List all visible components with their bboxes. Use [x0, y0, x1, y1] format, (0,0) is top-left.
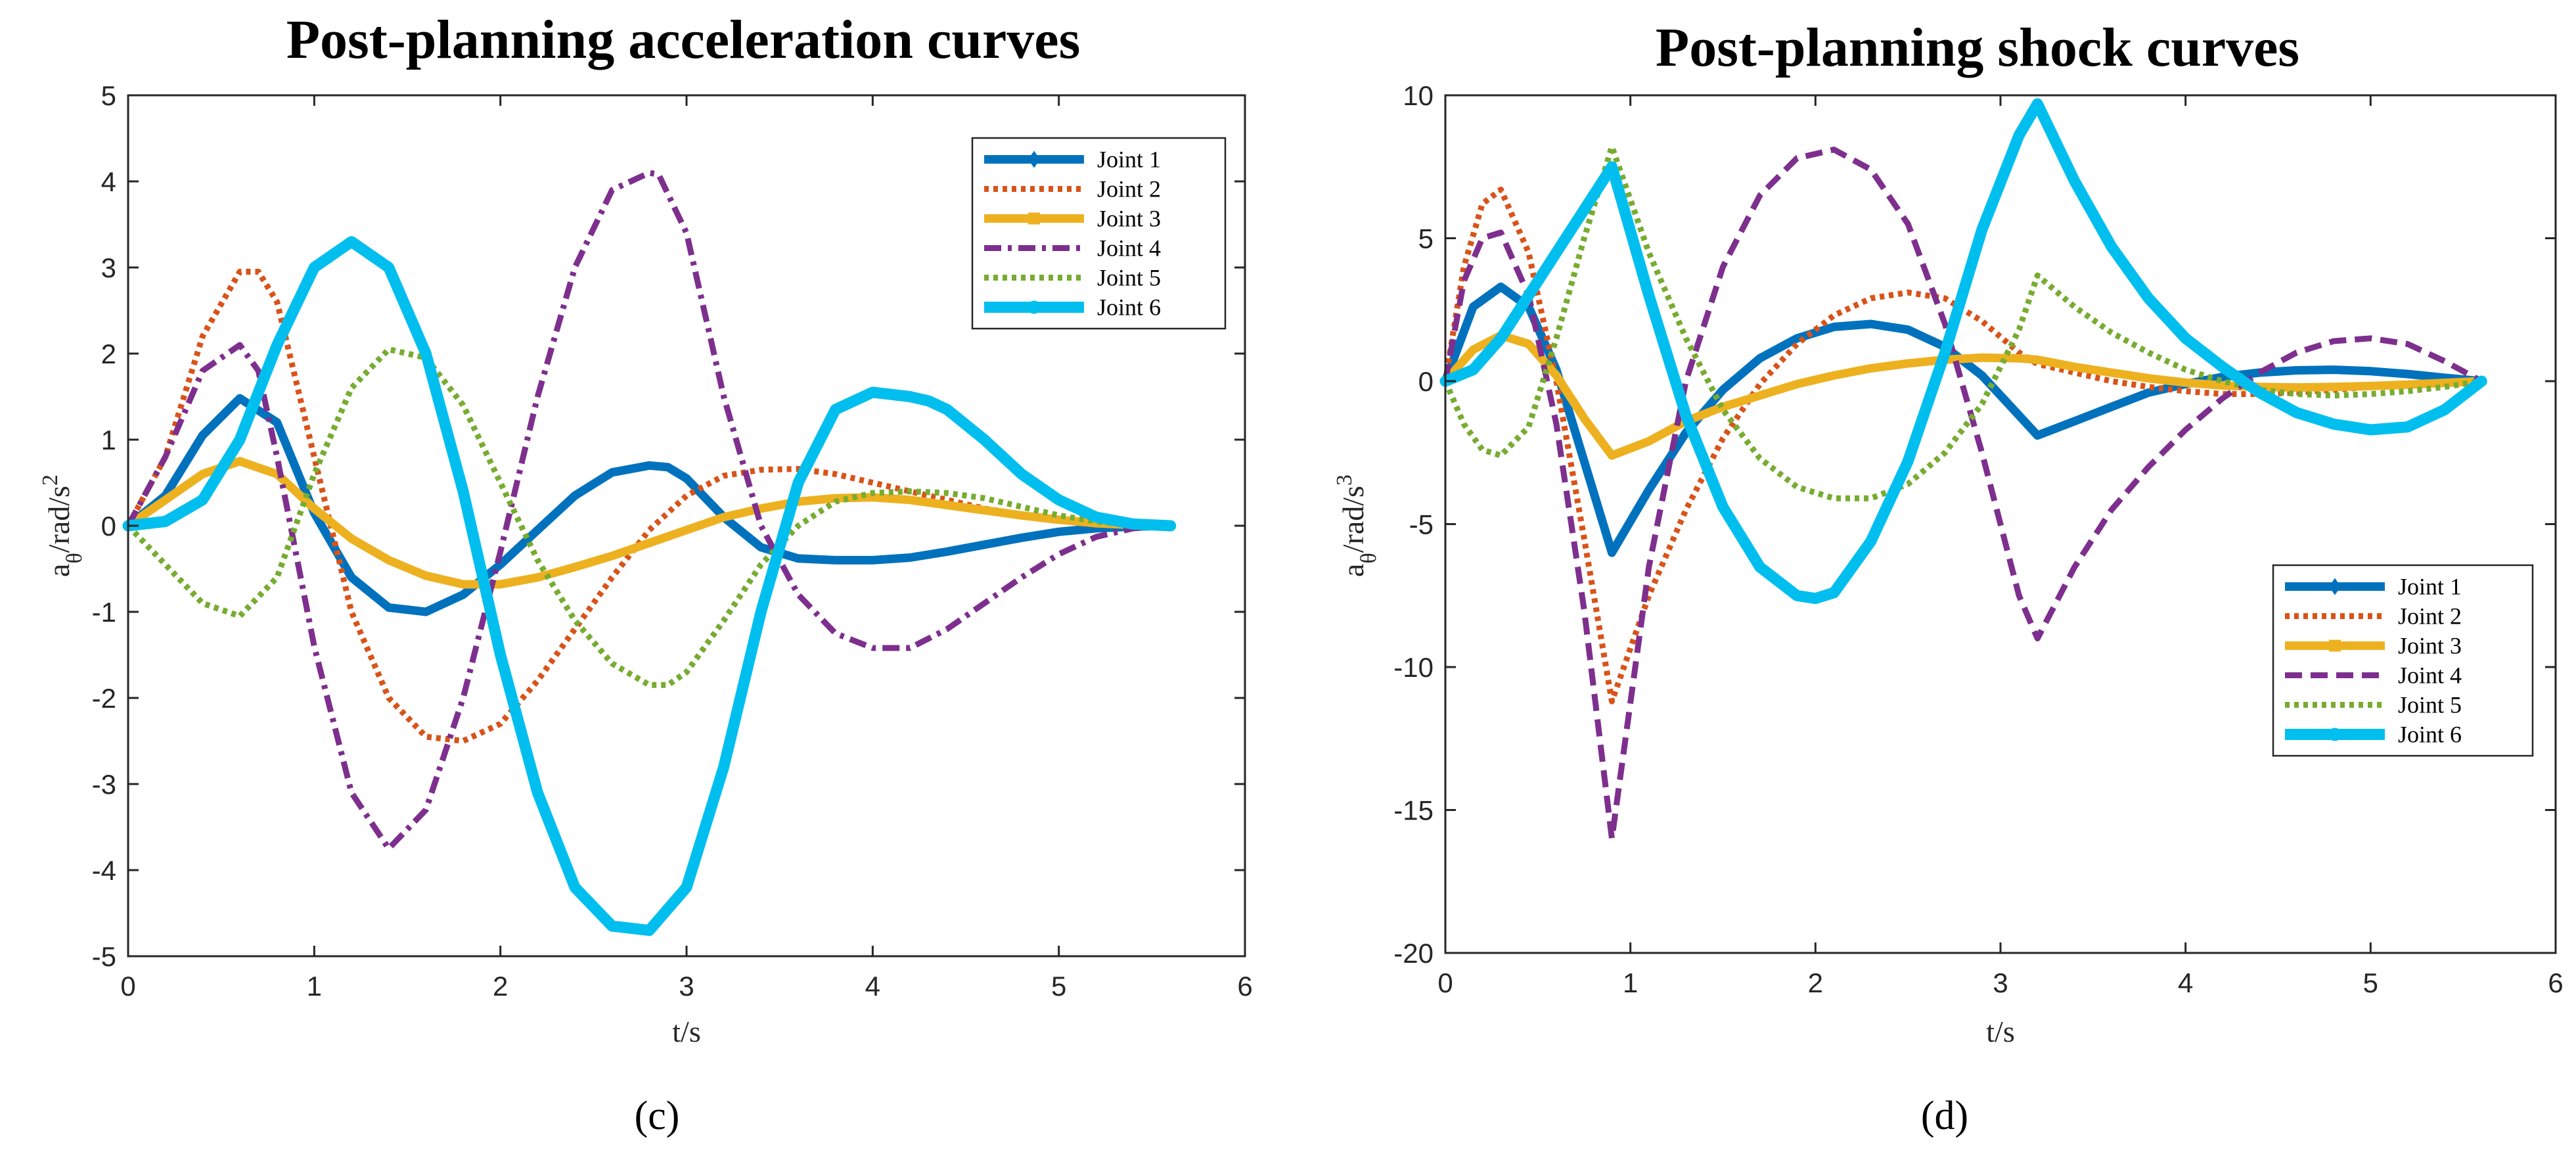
x-tick-label: 5 [1051, 971, 1066, 1002]
legend-marker [2329, 578, 2341, 595]
y-tick-label: 2 [101, 338, 116, 369]
legend-label: Joint 1 [2398, 574, 2462, 600]
y-tick-label: 1 [101, 425, 116, 455]
series-line-4 [1442, 147, 2483, 842]
x-tick-label: 3 [679, 971, 694, 1002]
legend-label: Joint 3 [2398, 633, 2462, 659]
legend-label: Joint 4 [1097, 235, 1161, 262]
x-tick-label: 0 [120, 971, 135, 1002]
chart-title: Post-planning acceleration curves [286, 9, 1081, 70]
y-tick-label: -20 [1393, 938, 1434, 969]
legend-marker [2328, 728, 2341, 741]
legend-label: Joint 2 [1097, 176, 1161, 202]
legend-label: Joint 4 [2398, 662, 2462, 689]
y-tick-label: -4 [92, 855, 116, 886]
series-line-4 [125, 170, 1171, 852]
y-tick-label: 5 [101, 80, 116, 111]
y-tick-label: -2 [92, 683, 116, 714]
y-tick-label: -15 [1393, 795, 1434, 826]
y-tick-label: 5 [1418, 223, 1434, 254]
y-axis-label: aθ/rad/s2 [38, 474, 87, 577]
y-tick-label: 3 [101, 252, 116, 283]
legend-marker [1028, 300, 1041, 314]
y-tick-label: -5 [1409, 509, 1434, 540]
series-line-6 [122, 236, 1177, 936]
legend-marker [1028, 212, 1040, 225]
legend-marker [1028, 150, 1040, 168]
panel-label: (d) [1921, 1094, 1968, 1138]
y-tick-label: -1 [92, 597, 116, 628]
x-tick-label: 2 [1808, 967, 1823, 998]
x-tick-label: 2 [493, 971, 508, 1002]
x-tick-label: 6 [2548, 967, 2563, 998]
y-tick-label: 4 [101, 166, 116, 197]
panel-label: (c) [635, 1094, 680, 1138]
legend: Joint 1 Joint 2 Joint 3 Joint 4 Joint 5 Joint… [971, 137, 1227, 330]
x-tick-label: 6 [1237, 971, 1252, 1002]
y-tick-label: 0 [101, 511, 116, 542]
legend-label: Joint 6 [1097, 294, 1161, 321]
x-axis-label: t/s [672, 1015, 700, 1048]
x-tick-label: 4 [2178, 967, 2193, 998]
legend-marker [2329, 639, 2341, 652]
x-tick-label: 0 [1437, 967, 1453, 998]
x-axis-label: t/s [1986, 1015, 2014, 1048]
x-tick-label: 4 [865, 971, 880, 1002]
legend-box [2272, 564, 2534, 757]
legend: Joint 1 Joint 2 Joint 3 Joint 4 Joint 5 Joint… [2272, 564, 2534, 757]
x-tick-label: 3 [1993, 967, 2008, 998]
x-tick-label: 5 [2363, 967, 2378, 998]
y-tick-label: 0 [1418, 366, 1434, 397]
x-tick-label: 1 [1623, 967, 1638, 998]
x-tick-label: 1 [307, 971, 322, 1002]
legend-label: Joint 5 [1097, 265, 1161, 291]
legend-label: Joint 1 [1097, 147, 1161, 173]
legend-label: Joint 5 [2398, 692, 2462, 718]
y-tick-label: 10 [1403, 80, 1434, 111]
series-line-6 [1439, 98, 2487, 605]
shock-chart: Post-planning shock curves 0 1 2 3 4 5 6 -20 -15… [1332, 17, 2564, 1138]
chart-title: Post-planning shock curves [1656, 17, 2299, 78]
legend-box [971, 137, 1227, 330]
legend-label: Joint 6 [2398, 722, 2462, 748]
y-axis-label: aθ/rad/s3 [1332, 474, 1381, 577]
y-tick-label: -3 [92, 769, 116, 800]
legend-label: Joint 3 [1097, 206, 1161, 232]
legend-label: Joint 2 [2398, 603, 2462, 630]
y-tick-label: -5 [92, 941, 116, 972]
acceleration-chart: Post-planning acceleration curves 0 1 2 3 4 5… [38, 9, 1253, 1138]
series-line-5 [125, 346, 1171, 688]
y-tick-label: -10 [1393, 652, 1434, 683]
series-line-3 [124, 457, 1175, 589]
series-line-5 [1442, 143, 2482, 501]
